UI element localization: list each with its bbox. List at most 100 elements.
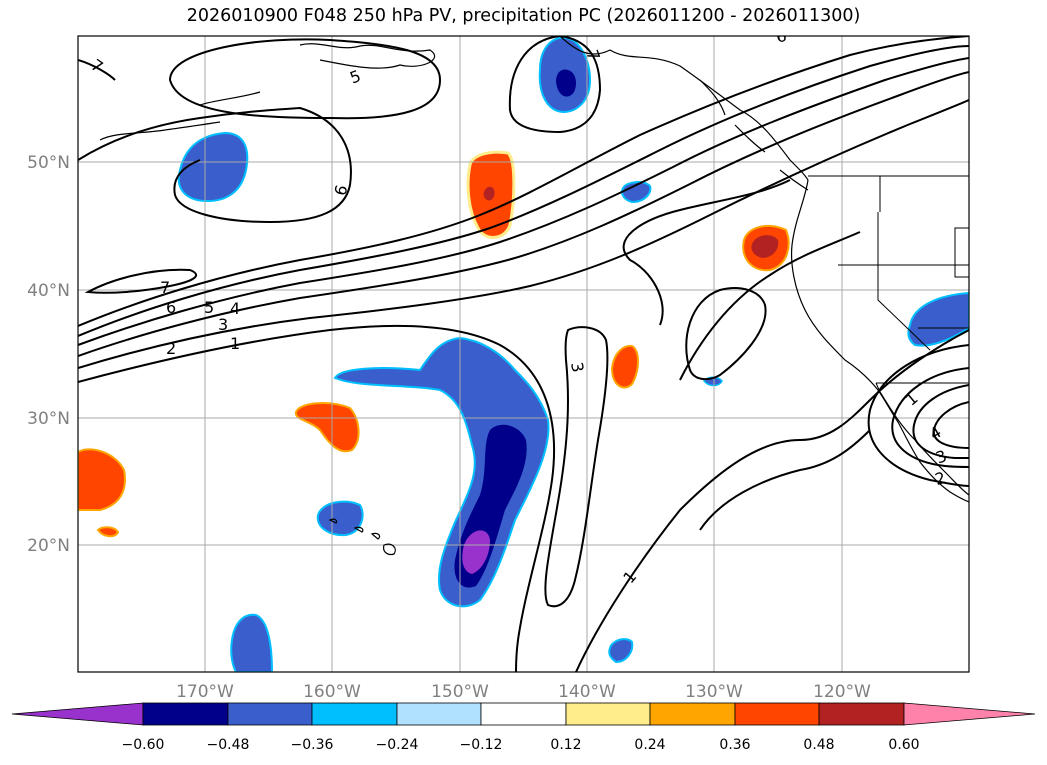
contour-label: 5 xyxy=(204,298,214,317)
pos-anomaly-blob xyxy=(96,526,120,538)
colorbar-tick: −0.48 xyxy=(207,737,250,753)
lon-label-140w: 140°W xyxy=(558,682,616,702)
west-coast xyxy=(790,179,969,503)
lat-lon-grid xyxy=(78,36,969,672)
colorbar-tick: 0.24 xyxy=(634,737,665,753)
colorbar-tick: 0.60 xyxy=(888,737,919,753)
lon-label-160w: 160°W xyxy=(303,682,361,702)
political-borders xyxy=(808,175,969,393)
pv-contour-ridge xyxy=(622,179,791,326)
pv-low-1 xyxy=(867,344,969,487)
colorbar-segment xyxy=(11,702,144,726)
lat-label-20: 20°N xyxy=(27,536,70,556)
contour-label: 3 xyxy=(567,361,587,374)
map-panel: 7 5 6 7 6 5 4 3 2 1 3 1 7 6 1 4 3 2 xyxy=(78,26,969,672)
contour-label: 5 xyxy=(347,66,363,87)
colorbar-tick: −0.24 xyxy=(376,737,419,753)
neg-anomaly-core xyxy=(556,69,576,97)
contour-label: 6 xyxy=(330,183,351,198)
colorbar-segment xyxy=(142,702,229,726)
colorbar-segment xyxy=(480,702,567,726)
lon-label-150w: 150°W xyxy=(431,682,489,702)
contour-label: 1 xyxy=(902,388,922,409)
contour-label: 7 xyxy=(87,55,106,76)
colorbar-segment xyxy=(734,702,820,726)
colorbar-segment xyxy=(227,702,313,726)
colorbar-ticks: −0.60 −0.48 −0.36 −0.24 −0.12 0.12 0.24 … xyxy=(122,737,920,753)
contour-label: 6 xyxy=(774,26,789,47)
precip-shading xyxy=(78,36,969,672)
colorbar-tick: 0.12 xyxy=(550,737,581,753)
pv-contour-lower-loop xyxy=(699,429,871,531)
pos-anomaly-blob xyxy=(78,448,126,511)
pos-anomaly-blob xyxy=(610,344,639,389)
pv-contour-7-nw xyxy=(78,59,116,81)
colorbar xyxy=(11,702,1036,726)
pv-contour-7-west xyxy=(84,268,198,294)
lon-label-130w: 130°W xyxy=(685,682,743,702)
colorbar-segment xyxy=(396,702,482,726)
neg-anomaly-blob xyxy=(230,613,274,672)
pv-contours xyxy=(78,36,969,672)
pv-contour-band-4 xyxy=(78,71,969,357)
pv-contour-6-north xyxy=(78,106,352,224)
contour-label: 7 xyxy=(583,47,604,63)
alaska-coast xyxy=(299,36,809,181)
pv-contour-gulf-7 xyxy=(508,36,602,134)
pv-contour-band-5 xyxy=(78,99,969,369)
us-state-lines xyxy=(838,176,969,393)
longitude-labels: 170°W 160°W 150°W 140°W 130°W 120°W xyxy=(176,682,871,702)
colorbar-tick: −0.60 xyxy=(122,737,165,753)
contour-label: 1 xyxy=(230,334,240,353)
pv-low-2 xyxy=(891,367,969,468)
neg-anomaly-blob xyxy=(608,638,634,664)
neg-anomaly-blob xyxy=(177,131,249,203)
lat-label-40: 40°N xyxy=(27,281,70,301)
contour-label: 7 xyxy=(160,278,170,297)
alaska-peninsula xyxy=(99,91,261,141)
colorbar-segment xyxy=(565,702,651,726)
contour-label: 4 xyxy=(926,422,944,444)
lon-label-120w: 120°W xyxy=(813,682,871,702)
pv-contour-large-loop xyxy=(685,287,767,381)
contour-label: 3 xyxy=(218,315,228,334)
pv-low-4 xyxy=(932,401,969,449)
colorbar-tick: 0.48 xyxy=(803,737,834,753)
neg-anomaly-peak xyxy=(462,530,490,574)
colorbar-segment xyxy=(649,702,736,726)
contour-label: 1 xyxy=(619,567,640,587)
pv-contour-5-aleutian xyxy=(168,38,442,120)
pos-anomaly-blob xyxy=(294,402,360,453)
pos-anomaly-core xyxy=(483,186,495,201)
bc-islands xyxy=(699,79,809,191)
colorbar-tick: 0.36 xyxy=(719,737,750,753)
colorbar-tick: −0.36 xyxy=(291,737,334,753)
colorbar-segment xyxy=(311,702,398,726)
lat-label-30: 30°N xyxy=(27,409,70,429)
pv-contour-3-trough xyxy=(544,326,609,608)
pv-contour-band-2 xyxy=(78,45,969,337)
map-frame xyxy=(77,35,970,673)
hawaii-islands xyxy=(328,518,396,556)
contour-label: 2 xyxy=(166,339,176,358)
pv-contour-band-1 xyxy=(78,36,969,327)
colorbar-segment xyxy=(818,702,905,726)
latitude-labels: 50°N 40°N 30°N 20°N xyxy=(27,153,70,556)
pv-low-3 xyxy=(912,384,969,459)
pv-contour-2-east xyxy=(679,231,861,381)
lat-label-50: 50°N xyxy=(27,153,70,173)
pv-contour-band-3 xyxy=(78,57,969,346)
contour-label: 6 xyxy=(166,298,176,317)
pv-contour-1-trough xyxy=(78,324,556,672)
neg-anomaly-blob xyxy=(316,500,364,537)
neg-anomaly-blob xyxy=(621,181,652,204)
pv-contour-1-east xyxy=(575,329,969,672)
contour-label: 4 xyxy=(230,299,240,318)
contour-label: 2 xyxy=(933,468,948,489)
colorbar-segment xyxy=(903,702,1036,726)
neg-anomaly-blob xyxy=(907,291,969,347)
map-title: 2026010900 F048 250 hPa PV, precipitatio… xyxy=(186,6,861,26)
colorbar-tick: −0.12 xyxy=(460,737,503,753)
pos-anomaly-core xyxy=(751,235,779,258)
